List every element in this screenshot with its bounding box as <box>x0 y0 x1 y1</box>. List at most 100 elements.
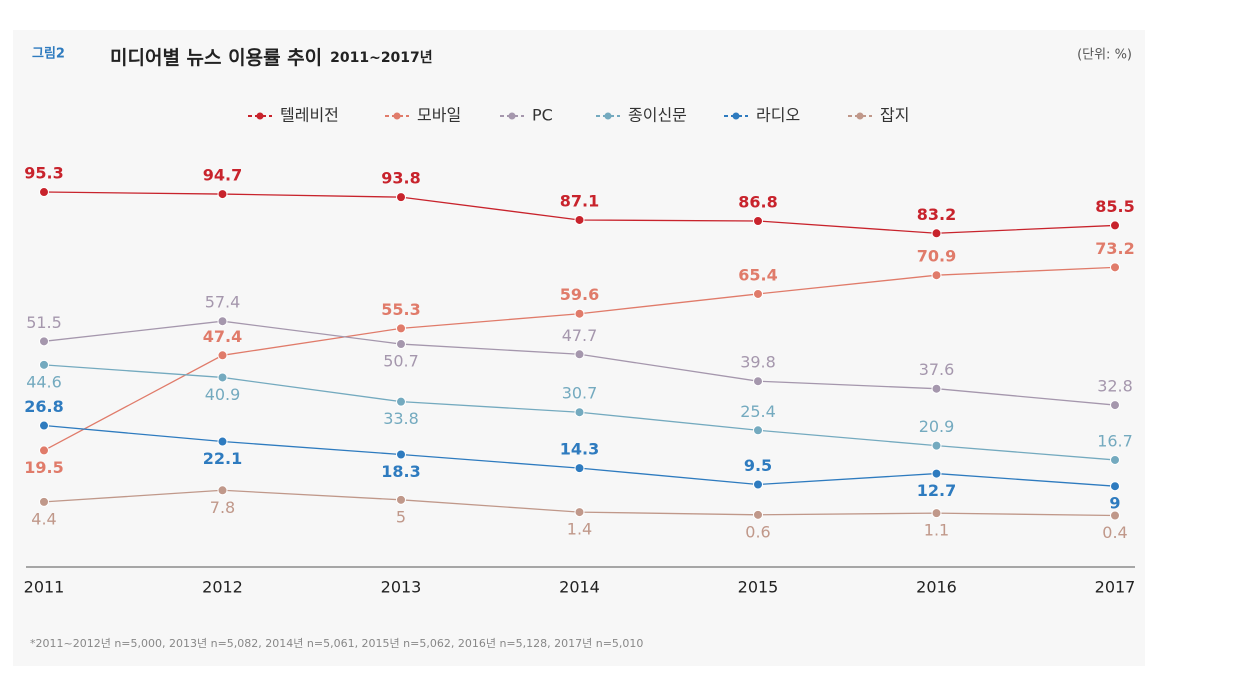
data-label: 57.4 <box>205 293 241 312</box>
data-label: 65.4 <box>738 265 777 284</box>
legend-label: PC <box>532 106 553 125</box>
data-label: 22.1 <box>203 449 242 468</box>
legend-label: 잡지 <box>880 106 909 125</box>
data-point <box>753 479 763 490</box>
data-label: 47.4 <box>203 327 242 346</box>
x-tick-label: 2017 <box>1095 578 1136 597</box>
data-point <box>39 445 49 456</box>
data-point <box>217 316 228 327</box>
data-label: 0.4 <box>1102 523 1127 542</box>
data-point <box>931 468 942 479</box>
data-label: 1.4 <box>567 520 592 539</box>
data-point <box>39 187 49 198</box>
data-point <box>39 496 49 507</box>
data-point <box>217 350 228 361</box>
data-point <box>217 436 228 447</box>
data-label: 86.8 <box>738 192 777 211</box>
data-point <box>1110 400 1120 411</box>
data-point <box>396 339 406 350</box>
data-label: 50.7 <box>383 352 419 371</box>
data-label: 85.5 <box>1095 197 1134 216</box>
data-label: 19.5 <box>24 458 63 477</box>
data-label: 12.7 <box>917 481 956 500</box>
data-point <box>931 270 942 281</box>
unit-note: (단위: %) <box>1077 48 1132 63</box>
data-point <box>217 372 228 383</box>
data-point <box>931 440 942 451</box>
data-label: 4.4 <box>31 509 56 528</box>
data-label: 33.8 <box>383 409 419 428</box>
data-label: 20.9 <box>919 417 955 436</box>
data-point <box>396 396 406 407</box>
data-label: 7.8 <box>210 498 235 517</box>
legend-label: 텔레비전 <box>280 106 339 125</box>
data-label: 16.7 <box>1097 431 1133 450</box>
data-point <box>39 359 49 370</box>
data-label: 73.2 <box>1095 239 1134 258</box>
data-label: 70.9 <box>917 247 956 266</box>
data-point <box>396 494 406 505</box>
data-point <box>931 383 942 394</box>
legend-label: 모바일 <box>417 106 461 125</box>
title: 미디어별 뉴스 이용률 추이 <box>110 47 322 69</box>
x-tick-label: 2016 <box>916 578 957 597</box>
data-label: 1.1 <box>924 521 949 540</box>
data-label: 14.3 <box>560 440 599 459</box>
footnote: *2011~2012년 n=5,000, 2013년 n=5,082, 2014… <box>30 637 643 650</box>
data-point <box>753 215 763 226</box>
data-point <box>574 407 585 418</box>
data-point <box>1110 220 1120 231</box>
data-point <box>753 425 763 436</box>
data-point <box>217 485 228 496</box>
data-point <box>753 288 763 299</box>
data-label: 40.9 <box>205 385 241 404</box>
data-point <box>396 449 406 460</box>
data-point <box>1110 454 1120 465</box>
data-label: 95.3 <box>24 164 63 183</box>
x-tick-label: 2012 <box>202 578 243 597</box>
data-point <box>1110 510 1120 521</box>
legend-swatch-dot <box>856 112 864 120</box>
data-label: 47.7 <box>562 326 598 345</box>
legend-swatch-dot <box>732 112 740 120</box>
panel <box>13 30 1145 666</box>
data-label: 32.8 <box>1097 377 1133 396</box>
data-label: 9 <box>1109 494 1120 513</box>
data-point <box>39 336 49 347</box>
data-label: 93.8 <box>381 169 420 188</box>
data-point <box>753 376 763 387</box>
data-point <box>574 308 585 319</box>
data-point <box>574 507 585 518</box>
figure-label: 그림2 <box>32 47 65 62</box>
data-label: 44.6 <box>26 372 62 391</box>
data-label: 55.3 <box>381 300 420 319</box>
data-label: 9.5 <box>744 456 772 475</box>
data-label: 37.6 <box>919 360 955 379</box>
data-label: 51.5 <box>26 313 62 332</box>
data-point <box>931 508 942 519</box>
data-label: 26.8 <box>24 397 63 416</box>
data-point <box>39 420 49 431</box>
data-point <box>396 323 406 334</box>
data-label: 87.1 <box>560 191 599 210</box>
x-tick-label: 2013 <box>381 578 422 597</box>
data-point <box>931 228 942 239</box>
legend-swatch-dot <box>393 112 401 120</box>
data-label: 25.4 <box>740 402 776 421</box>
data-label: 30.7 <box>562 384 598 403</box>
legend-swatch-dot <box>256 112 264 120</box>
data-point <box>574 349 585 360</box>
data-point <box>1110 481 1120 492</box>
legend-label: 종이신문 <box>628 106 687 125</box>
data-point <box>1110 262 1120 273</box>
data-point <box>574 214 585 225</box>
data-point <box>396 192 406 203</box>
x-tick-label: 2011 <box>24 578 65 597</box>
data-label: 59.6 <box>560 285 599 304</box>
data-point <box>574 463 585 474</box>
legend-swatch-dot <box>508 112 516 120</box>
subtitle: 2011~2017년 <box>330 50 433 66</box>
x-tick-label: 2015 <box>738 578 779 597</box>
data-label: 18.3 <box>381 462 420 481</box>
data-label: 0.6 <box>745 522 770 541</box>
